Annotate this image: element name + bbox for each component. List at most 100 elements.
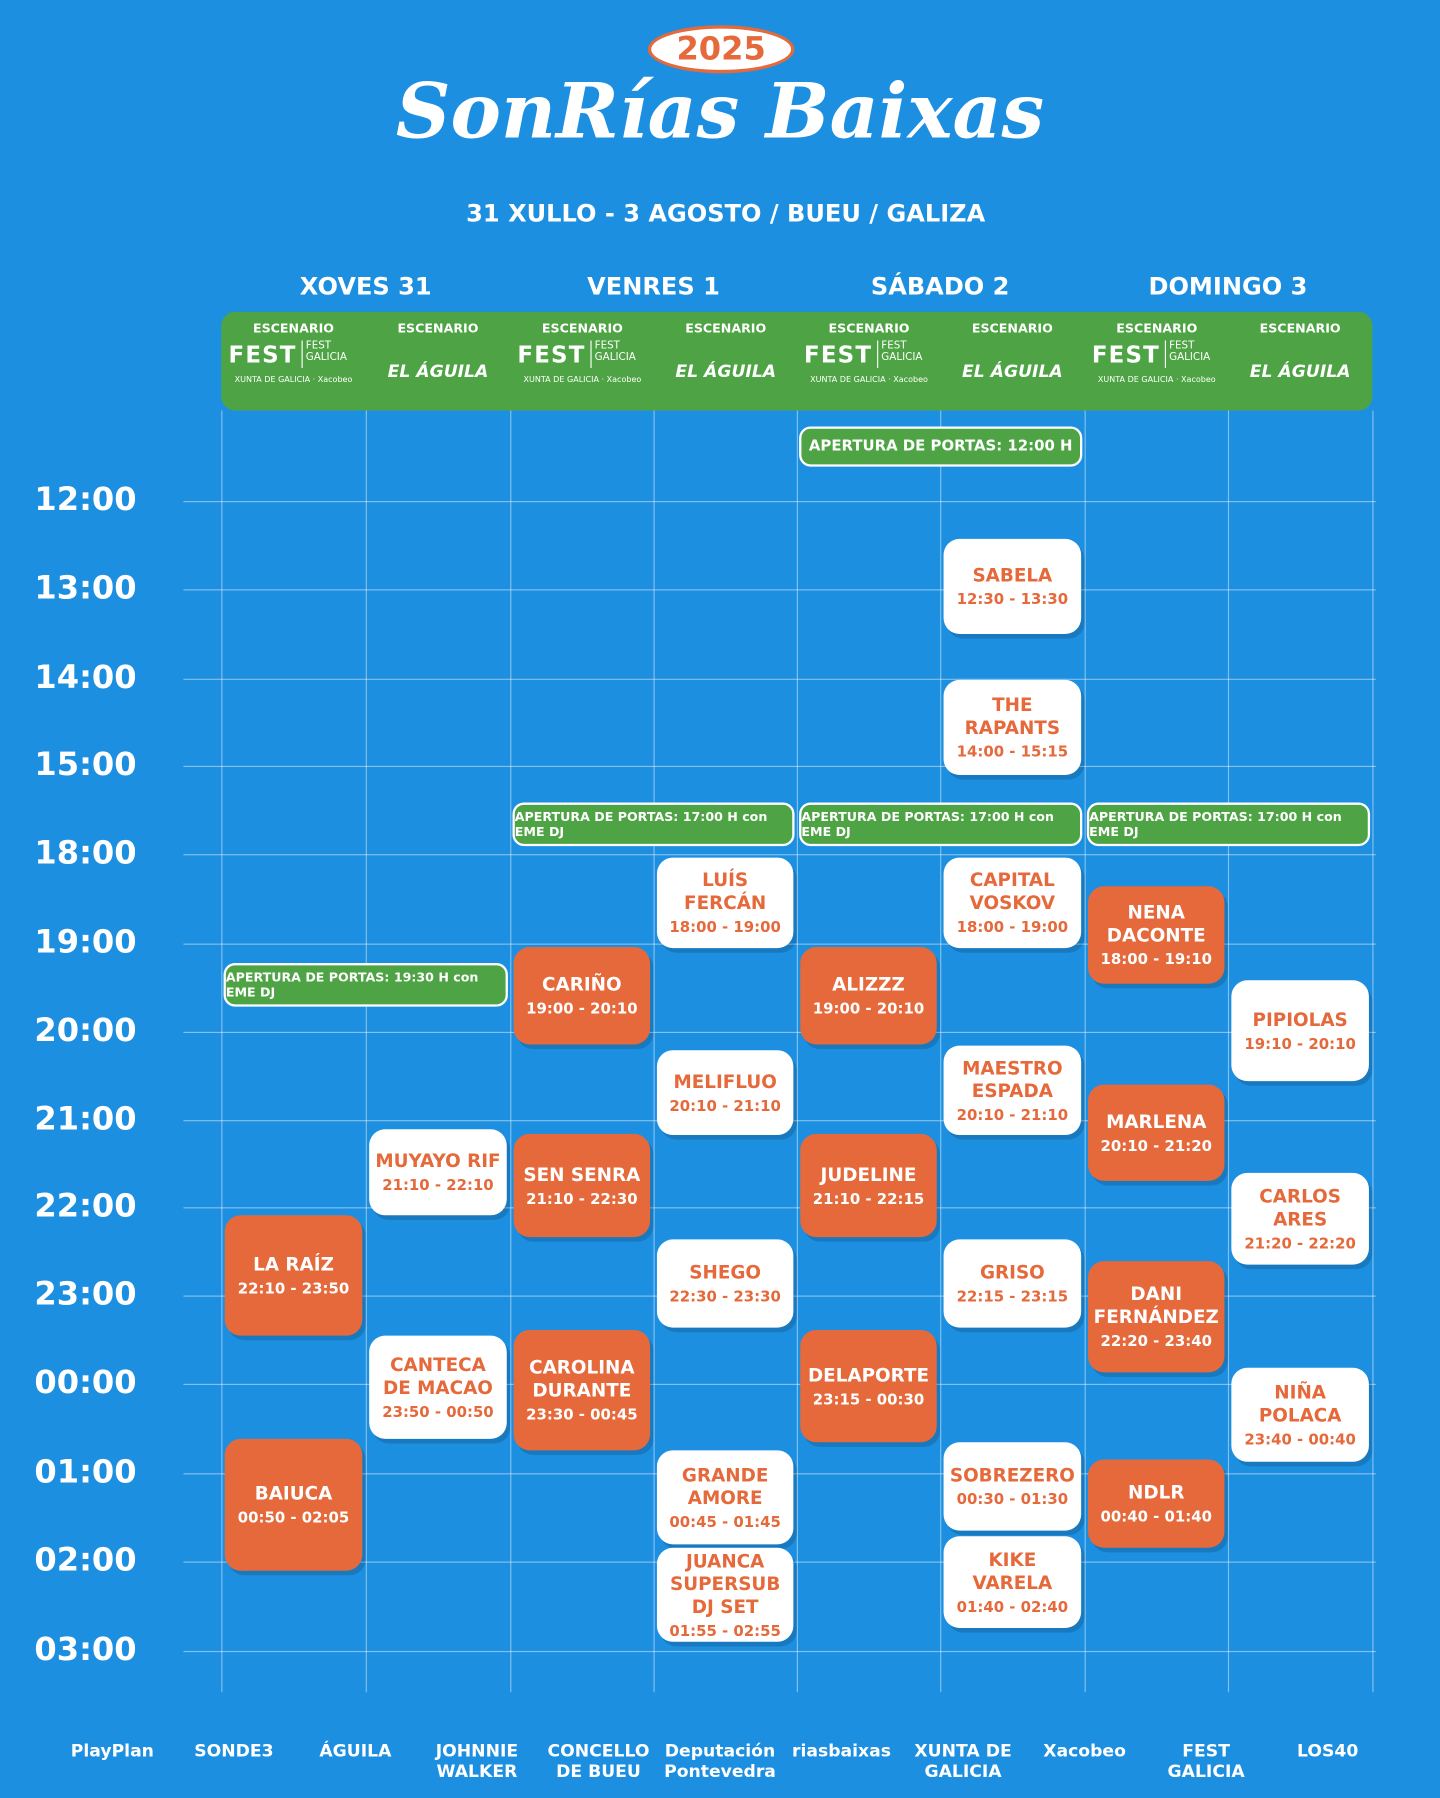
event-name: LA RAÍZ <box>253 1253 334 1275</box>
event-name: CARLOS ARES <box>1259 1184 1341 1230</box>
event-name: SHEGO <box>689 1261 762 1283</box>
time-label: 15:00 <box>34 745 137 784</box>
stage-sub: FEST GALICIA <box>301 340 358 369</box>
event-name: GRANDE AMORE <box>681 1463 769 1509</box>
event-time: 18:00 - 19:00 <box>669 919 781 937</box>
event-name: MELIFLUO <box>673 1070 777 1093</box>
event-time: 01:40 - 02:40 <box>956 1598 1069 1616</box>
grid-line <box>183 1650 1376 1653</box>
sponsor-logo: riasbaixas <box>792 1740 892 1762</box>
stage-sub: FEST GALICIA <box>876 340 934 369</box>
time-label: 03:00 <box>34 1630 137 1669</box>
time-label: 20:00 <box>34 1011 137 1050</box>
grid-line <box>1372 410 1374 1693</box>
stage-label: ESCENARIO <box>971 321 1053 336</box>
event-card: CAPITAL VOSKOV 18:00 - 19:00 <box>943 857 1082 949</box>
event-time: 22:20 - 23:40 <box>1100 1333 1212 1351</box>
event-time: 23:40 - 00:40 <box>1244 1431 1356 1449</box>
doors-opening: APERTURA DE PORTAS: 19:30 H con EME DJ <box>223 963 508 1007</box>
event-card: GRANDE AMORE 00:45 - 01:45 <box>656 1450 794 1545</box>
event-name: NENA DACONTE <box>1106 901 1206 946</box>
event-name: JUDELINE <box>820 1163 917 1185</box>
event-card: THE RAPANTS 14:00 - 15:15 <box>943 679 1082 776</box>
stage-row: FEST FEST GALICIA <box>510 340 654 369</box>
time-label: 23:00 <box>34 1274 137 1313</box>
time-label: 00:00 <box>34 1363 137 1402</box>
event-card: NENA DACONTE 18:00 - 19:10 <box>1088 886 1225 984</box>
time-label: 18:00 <box>34 833 137 872</box>
sponsor-logo: JOHNNIE WALKER <box>435 1740 519 1782</box>
stage-logo-text: EL ÁGUILA <box>1249 361 1351 382</box>
stage-label: ESCENARIO <box>541 321 623 336</box>
event-name: PIPIOLAS <box>1252 1008 1348 1031</box>
event-card: BAIUCA 00:50 - 02:05 <box>224 1438 363 1571</box>
event-name: SEN SENRA <box>523 1163 641 1185</box>
event-card: CARLOS ARES 21:20 - 22:20 <box>1231 1172 1369 1265</box>
stage-logo: ESCENARIO EL ÁGUILA <box>940 321 1084 406</box>
grid-line <box>183 678 1376 680</box>
sponsor-logo: SONDE3 <box>194 1740 274 1762</box>
stage-partners: XUNTA DE GALICIA · Xacobeo <box>234 374 353 385</box>
event-time: 01:55 - 02:55 <box>669 1622 781 1641</box>
sponsor-logo: PlayPlan <box>70 1740 154 1762</box>
time-label: 22:00 <box>34 1186 137 1225</box>
event-time: 19:10 - 20:10 <box>1244 1035 1356 1054</box>
stage-partners: XUNTA DE GALICIA · Xacobeo <box>1097 374 1216 385</box>
event-time: 21:10 - 22:15 <box>812 1190 925 1208</box>
event-card: JUANCA SUPERSUB DJ SET 01:55 - 02:55 <box>656 1547 794 1642</box>
stage-logo: ESCENARIO FEST FEST GALICIA XUNTA DE GALICI… <box>221 321 365 406</box>
year: 2025 <box>647 25 795 74</box>
event-card: MAESTRO ESPADA 20:10 - 21:10 <box>943 1045 1082 1136</box>
grid-line <box>796 410 798 1693</box>
event-time: 00:50 - 02:05 <box>237 1509 350 1528</box>
event-card: SEN SENRA 21:10 - 22:30 <box>513 1133 651 1238</box>
stage-row: FEST FEST GALICIA <box>221 340 365 369</box>
event-time: 23:50 - 00:50 <box>382 1403 494 1422</box>
event-card: MARLENA 20:10 - 21:20 <box>1088 1084 1225 1181</box>
sponsor-logo: LOS40 <box>1296 1740 1359 1762</box>
stage-logo: ESCENARIO FEST FEST GALICIA XUNTA DE GALICI… <box>1085 321 1229 406</box>
event-name: SABELA <box>972 564 1053 586</box>
event-name: BAIUCA <box>254 1482 333 1505</box>
event-time: 22:30 - 23:30 <box>669 1288 781 1306</box>
event-card: PIPIOLAS 19:10 - 20:10 <box>1231 980 1369 1082</box>
event-name: CANTECA DE MACAO <box>383 1353 493 1399</box>
grid-line <box>510 410 512 1693</box>
event-card: MUYAYO RIF 21:10 - 22:10 <box>369 1129 507 1216</box>
event-name: LUÍS FERCÁN <box>684 869 767 914</box>
event-name: MAESTRO ESPADA <box>962 1056 1063 1102</box>
event-time: 18:00 - 19:10 <box>1100 951 1212 969</box>
event-name: KIKE VARELA <box>972 1548 1053 1594</box>
stage-partners: XUNTA DE GALICIA · Xacobeo <box>523 374 642 385</box>
event-time: 23:15 - 00:30 <box>812 1391 925 1409</box>
day-label: XOVES 31 <box>299 272 432 301</box>
day-label: DOMINGO 3 <box>1148 272 1308 301</box>
stage-logo: ESCENARIO FEST FEST GALICIA XUNTA DE GALICI… <box>510 321 654 406</box>
stage-logo-text: FEST <box>804 340 873 369</box>
event-name: JUANCA SUPERSUB DJ SET <box>670 1549 781 1618</box>
event-card: GRISO 22:15 - 23:15 <box>943 1239 1082 1328</box>
time-label: 21:00 <box>34 1099 137 1138</box>
event-time: 00:30 - 01:30 <box>956 1491 1069 1509</box>
event-name: NIÑA POLACA <box>1258 1380 1342 1426</box>
event-card: SOBREZERO 00:30 - 01:30 <box>943 1442 1082 1531</box>
event-time: 19:00 - 20:10 <box>812 1000 925 1019</box>
event-card: LA RAÍZ 22:10 - 23:50 <box>224 1215 363 1336</box>
sponsor-logo: ÁGUILA <box>319 1740 392 1762</box>
doors-opening: APERTURA DE PORTAS: 17:00 H con EME DJ <box>799 802 1083 847</box>
event-card: MELIFLUO 20:10 - 21:10 <box>656 1050 794 1136</box>
subtitle: 31 XULLO - 3 AGOSTO / BUEU / GALIZA <box>466 199 986 228</box>
event-card: KIKE VARELA 01:40 - 02:40 <box>943 1536 1082 1629</box>
stage-logo-text: FEST <box>517 340 586 369</box>
grid-line <box>183 589 1376 591</box>
event-card: NIÑA POLACA 23:40 - 00:40 <box>1231 1367 1369 1462</box>
event-time: 21:10 - 22:10 <box>382 1177 494 1195</box>
time-label: 19:00 <box>34 922 137 961</box>
stage-logo: ESCENARIO FEST FEST GALICIA XUNTA DE GALICI… <box>797 321 941 406</box>
sponsor-logo: CONCELLO DE BUEU <box>547 1740 650 1782</box>
event-card: DELAPORTE 23:15 - 00:30 <box>800 1329 937 1443</box>
stage-label: ESCENARIO <box>397 321 479 336</box>
event-name: MARLENA <box>1106 1110 1207 1133</box>
grid-line <box>221 410 223 1693</box>
